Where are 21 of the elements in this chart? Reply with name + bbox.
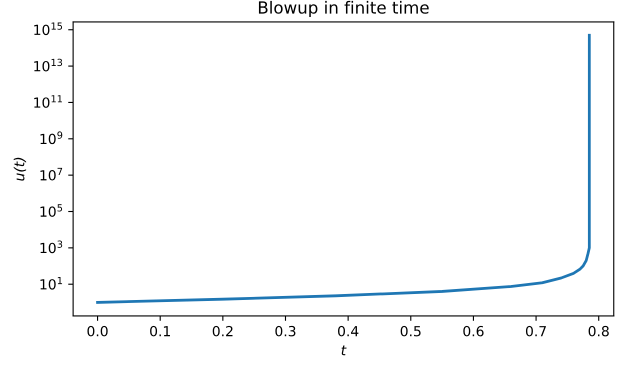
y-tick-label: 10$^{3}$ [40,240,62,254]
x-axis-title: t [342,345,347,356]
x-tick-label: 0.1 [150,326,170,336]
x-tick-label: 0.8 [588,326,609,336]
x-tick-label: 0.6 [463,326,484,336]
y-tick-label: 10$^{1}$ [40,276,62,290]
y-tick-label: 10$^{5}$ [40,204,62,217]
y-tick-label: 10$^{13}$ [34,58,62,72]
x-tick-label: 0.0 [87,326,108,336]
line-series [96,34,591,304]
x-tick-label: 0.7 [526,326,546,336]
y-tick-label: 10$^{7}$ [40,168,62,181]
y-tick-label: 10$^{15}$ [34,22,62,36]
y-tick-label: 10$^{9}$ [40,131,62,144]
x-tick-label: 0.5 [400,326,421,336]
x-tick-label: 0.4 [338,326,358,336]
y-axis-title: u(t) [14,158,26,181]
y-tick-label: 10$^{11}$ [34,95,62,108]
chart-title: Blowup in finite time [258,0,429,18]
x-tick-label: 0.3 [275,326,296,336]
x-tick-label: 0.2 [212,326,232,336]
